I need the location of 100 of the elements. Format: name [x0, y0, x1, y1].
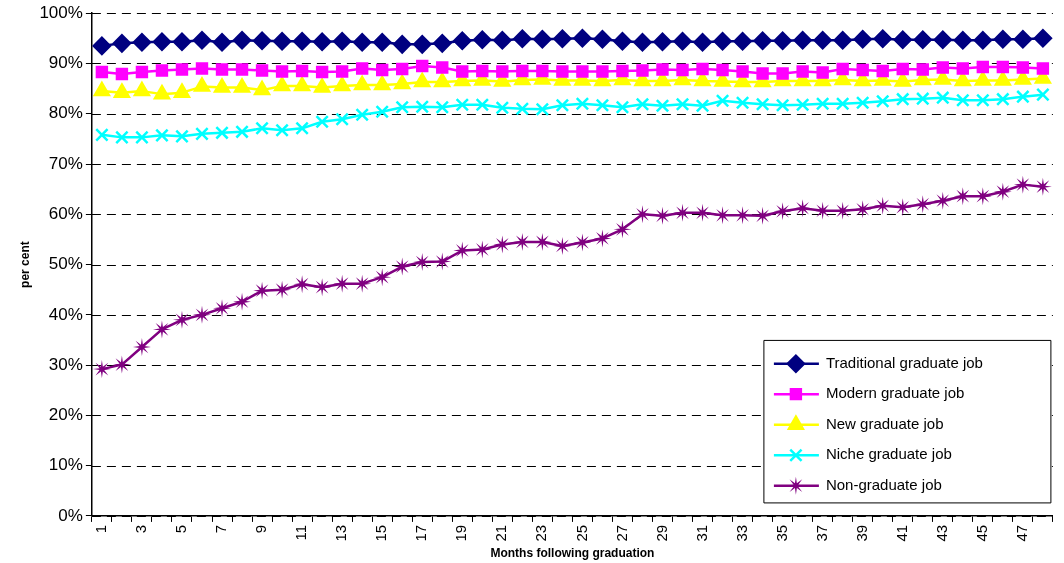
point [793, 31, 812, 50]
point [595, 98, 610, 113]
x-tick-label: 1 [92, 524, 110, 534]
point [756, 67, 769, 80]
point [713, 32, 732, 51]
point [92, 36, 112, 56]
point [936, 61, 949, 74]
x-tick-label: 11 [292, 524, 310, 541]
point [335, 65, 349, 78]
point [635, 97, 650, 112]
point [175, 129, 189, 144]
point [655, 98, 670, 113]
point [315, 114, 330, 129]
legend-label: Non-graduate job [825, 475, 942, 493]
point [733, 32, 752, 51]
point [736, 65, 749, 78]
point [955, 93, 970, 108]
point [656, 63, 669, 76]
x-tick-label: 23 [532, 524, 550, 542]
point [312, 32, 332, 52]
point [993, 182, 1012, 201]
point [513, 29, 532, 49]
point [576, 65, 589, 78]
point [913, 30, 933, 50]
y-tick-label: 40% [48, 304, 83, 324]
point [375, 63, 389, 77]
point [633, 33, 652, 52]
point [996, 60, 1010, 74]
point [1013, 175, 1032, 194]
point [195, 62, 209, 75]
point [372, 33, 392, 52]
x-tick-label: 7 [212, 524, 230, 534]
x-tick-label: 25 [572, 524, 590, 542]
point [753, 31, 772, 51]
point [172, 32, 192, 52]
point [796, 65, 809, 78]
legend-label: Modern graduate job [825, 384, 965, 402]
point [915, 91, 930, 106]
point [613, 220, 632, 239]
point [676, 63, 689, 77]
point [275, 123, 289, 138]
point [416, 59, 429, 73]
point [873, 196, 892, 215]
point [152, 32, 172, 52]
point [875, 94, 890, 109]
x-tick-label: 35 [772, 524, 790, 542]
point [895, 92, 910, 107]
point [275, 65, 289, 78]
point [493, 235, 512, 254]
point [1013, 30, 1033, 49]
point [893, 198, 912, 217]
point [155, 128, 169, 143]
legend-label: Niche graduate job [825, 445, 952, 463]
point [896, 62, 909, 76]
point [94, 127, 109, 142]
point [433, 34, 452, 53]
point [695, 98, 710, 113]
point [393, 257, 412, 276]
point [252, 31, 272, 51]
point [836, 62, 849, 76]
point [1035, 87, 1050, 102]
point [653, 206, 672, 225]
point [876, 64, 889, 78]
point [833, 31, 852, 50]
point [1015, 89, 1030, 104]
point [235, 124, 249, 139]
point [115, 67, 129, 81]
x-tick-label: 47 [1013, 524, 1031, 542]
y-tick-label: 90% [48, 53, 83, 73]
point [956, 62, 970, 75]
point [573, 233, 592, 252]
point [453, 31, 472, 51]
point [175, 63, 189, 76]
point [496, 65, 509, 78]
y-tick-label: 10% [48, 455, 83, 475]
point [135, 65, 149, 79]
x-tick-label: 33 [732, 524, 750, 542]
y-tick-label: 70% [48, 153, 83, 173]
point [255, 121, 269, 136]
x-tick-label: 43 [932, 524, 950, 542]
point [775, 98, 790, 113]
point [533, 30, 552, 49]
point [135, 130, 149, 145]
point [495, 100, 510, 115]
x-tick-label: 27 [612, 524, 630, 542]
point [933, 30, 953, 50]
point [853, 30, 872, 49]
point [793, 199, 812, 218]
point [673, 32, 692, 51]
point [392, 35, 412, 54]
point [395, 100, 410, 115]
x-tick-label: 3 [132, 524, 150, 534]
point [292, 32, 312, 51]
point [735, 95, 750, 110]
y-tick-label: 50% [48, 254, 83, 274]
point [755, 97, 770, 112]
point [556, 65, 569, 78]
point [1036, 62, 1050, 75]
y-tick-label: 100% [39, 2, 83, 22]
point [613, 32, 632, 51]
